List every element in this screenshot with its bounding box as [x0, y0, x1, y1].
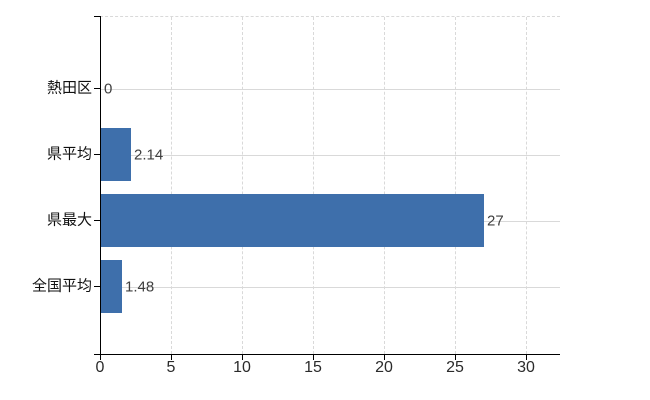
- x-tick: [242, 355, 243, 360]
- x-tick: [455, 355, 456, 360]
- horizontal-gridline: [100, 155, 560, 156]
- x-tick-label: 15: [304, 359, 322, 376]
- vertical-gridline: [384, 17, 385, 354]
- vertical-gridline: [526, 17, 527, 354]
- y-tick: [94, 286, 100, 287]
- x-tick-label: 20: [375, 359, 393, 376]
- value-label: 2.14: [134, 146, 164, 164]
- x-tick-label: 10: [233, 359, 251, 376]
- bar: [101, 260, 122, 313]
- vertical-gridline: [313, 17, 314, 354]
- value-label: 1.48: [125, 278, 155, 296]
- x-tick: [171, 355, 172, 360]
- bar: [101, 128, 131, 181]
- vertical-gridline: [171, 17, 172, 354]
- vertical-gridline: [242, 17, 243, 354]
- y-tick: [94, 220, 100, 221]
- category-label: 熱田区: [46, 79, 92, 97]
- y-tick: [94, 154, 100, 155]
- x-tick: [100, 355, 101, 360]
- x-tick-label: 30: [517, 359, 535, 376]
- horizontal-gridline: [100, 89, 560, 90]
- x-tick: [526, 355, 527, 360]
- category-label: 全国平均: [31, 277, 92, 295]
- x-axis-line: [94, 354, 560, 355]
- horizontal-gridline: [100, 287, 560, 288]
- x-tick-label: 0: [95, 359, 105, 376]
- x-tick: [313, 355, 314, 360]
- value-label: 27: [487, 212, 504, 230]
- y-tick: [94, 88, 100, 89]
- y-axis-line: [100, 16, 101, 355]
- x-tick: [384, 355, 385, 360]
- category-label: 県平均: [46, 145, 92, 163]
- value-label: 0: [104, 80, 113, 98]
- x-tick-label: 5: [166, 359, 176, 376]
- plot-area: 0 2.14 27 1.48: [100, 16, 560, 354]
- y-tick: [94, 16, 100, 17]
- vertical-gridline: [455, 17, 456, 354]
- x-tick-label: 25: [446, 359, 464, 376]
- category-label: 県最大: [46, 211, 92, 229]
- bar: [101, 194, 484, 247]
